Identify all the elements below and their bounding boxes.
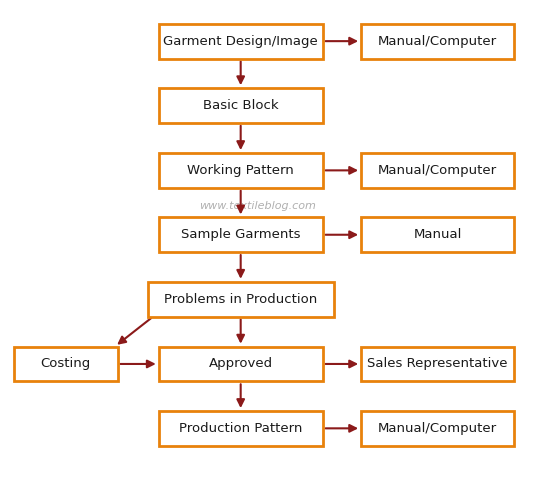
FancyBboxPatch shape xyxy=(148,282,334,317)
Text: www.textileblog.com: www.textileblog.com xyxy=(199,201,316,211)
FancyBboxPatch shape xyxy=(361,24,514,59)
Text: Problems in Production: Problems in Production xyxy=(164,293,317,305)
Text: Sales Representative: Sales Representative xyxy=(368,358,508,370)
FancyBboxPatch shape xyxy=(159,347,323,381)
FancyBboxPatch shape xyxy=(361,347,514,381)
FancyBboxPatch shape xyxy=(159,153,323,188)
Text: Manual: Manual xyxy=(414,228,462,241)
Text: Production Pattern: Production Pattern xyxy=(179,422,302,435)
Text: Costing: Costing xyxy=(40,358,91,370)
Text: Manual/Computer: Manual/Computer xyxy=(378,164,497,177)
FancyBboxPatch shape xyxy=(159,217,323,252)
FancyBboxPatch shape xyxy=(159,88,323,123)
Text: Manual/Computer: Manual/Computer xyxy=(378,422,497,435)
Text: Manual/Computer: Manual/Computer xyxy=(378,35,497,47)
Text: Sample Garments: Sample Garments xyxy=(181,228,300,241)
Text: Basic Block: Basic Block xyxy=(203,99,278,112)
Text: Working Pattern: Working Pattern xyxy=(187,164,294,177)
Text: Garment Design/Image: Garment Design/Image xyxy=(164,35,318,47)
FancyBboxPatch shape xyxy=(361,217,514,252)
FancyBboxPatch shape xyxy=(361,153,514,188)
FancyBboxPatch shape xyxy=(361,411,514,446)
FancyBboxPatch shape xyxy=(159,24,323,59)
FancyBboxPatch shape xyxy=(14,347,118,381)
Text: Approved: Approved xyxy=(208,358,273,370)
FancyBboxPatch shape xyxy=(159,411,323,446)
